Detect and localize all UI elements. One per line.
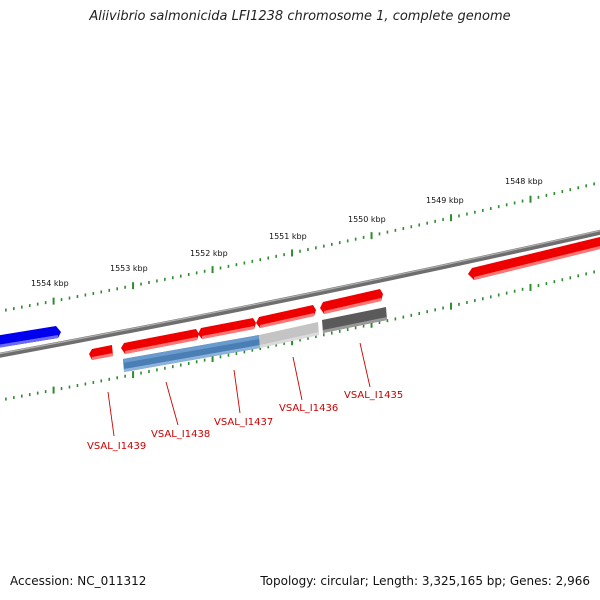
kbp-label-1548: 1548 kbp bbox=[505, 177, 543, 186]
gene-vsal-i1436-block[interactable] bbox=[259, 322, 319, 348]
accession-text: Accession: NC_011312 bbox=[10, 574, 147, 588]
kbp-label-1551: 1551 kbp bbox=[269, 232, 307, 241]
gene-red-right[interactable] bbox=[468, 237, 600, 280]
gene-red-upper-3[interactable] bbox=[256, 305, 316, 328]
gene-red-upper-4[interactable] bbox=[320, 289, 383, 314]
kbp-label-1552: 1552 kbp bbox=[190, 249, 228, 258]
gene-blue-left[interactable] bbox=[0, 326, 61, 348]
inner-ruler bbox=[5, 270, 595, 401]
gene-label-vsal-i1435: VSAL_I1435 bbox=[344, 390, 403, 401]
gene-vsal-i1435-block[interactable] bbox=[322, 307, 387, 333]
chromosome-backbone bbox=[0, 229, 600, 358]
gene-label-leaders bbox=[107, 342, 371, 437]
kbp-label-1554: 1554 kbp bbox=[31, 279, 69, 288]
gene-label-vsal-i1437: VSAL_I1437 bbox=[214, 417, 273, 428]
gene-red-upper-1[interactable] bbox=[121, 329, 199, 354]
gene-label-vsal-i1439: VSAL_I1439 bbox=[87, 441, 146, 452]
gene-label-vsal-i1438: VSAL_I1438 bbox=[151, 429, 210, 440]
kbp-label-1553: 1553 kbp bbox=[110, 264, 148, 273]
kbp-label-1550: 1550 kbp bbox=[348, 215, 386, 224]
map-title: Aliivibrio salmonicida LFI1238 chromosom… bbox=[89, 9, 511, 24]
gene-vsal-i1439[interactable] bbox=[89, 345, 113, 360]
gene-label-vsal-i1436: VSAL_I1436 bbox=[279, 403, 338, 414]
chromosome-backbone-highlight bbox=[0, 230, 600, 355]
gene-vsal-i1438-block[interactable] bbox=[123, 335, 260, 372]
kbp-label-1549: 1549 kbp bbox=[426, 196, 464, 205]
gene-red-upper-2[interactable] bbox=[198, 318, 256, 339]
topology-summary-text: Topology: circular; Length: 3,325,165 bp… bbox=[260, 574, 590, 588]
outer-ruler bbox=[5, 182, 595, 312]
